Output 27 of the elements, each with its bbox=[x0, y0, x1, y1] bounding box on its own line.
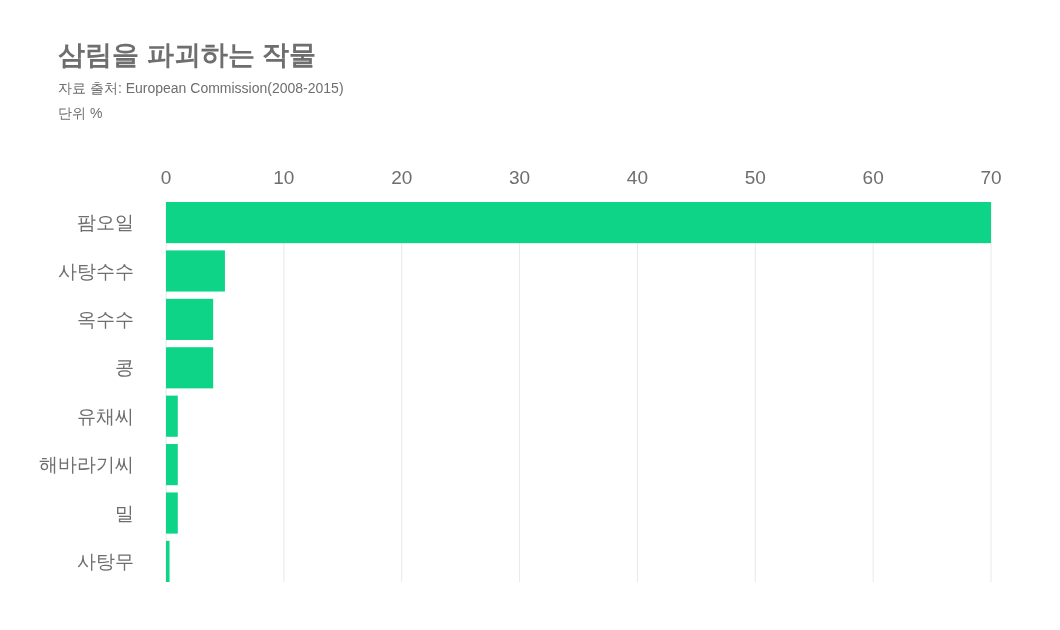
bar bbox=[166, 250, 225, 292]
bar bbox=[166, 444, 178, 486]
text: 단위 % bbox=[58, 105, 103, 121]
y-tick-label: 해바라기씨 bbox=[39, 454, 134, 476]
x-tick-label: 60 bbox=[862, 167, 884, 188]
y-tick-label: 팜오일 bbox=[77, 212, 134, 234]
y-tick-label: 사탕수수 bbox=[58, 260, 134, 282]
x-tick-label: 30 bbox=[509, 167, 531, 188]
x-tick-label: 70 bbox=[980, 167, 1002, 188]
x-tick-label: 10 bbox=[273, 167, 295, 188]
bar bbox=[166, 347, 214, 389]
y-tick-label: 밀 bbox=[115, 502, 134, 524]
chart-subtitle: 자료 출처: European Commission(2008-2015) bbox=[58, 80, 344, 96]
bar bbox=[166, 492, 178, 534]
x-tick-label: 20 bbox=[391, 167, 413, 188]
bar bbox=[166, 298, 214, 340]
bar bbox=[166, 395, 178, 437]
chart-title: 삼림을 파괴하는 작물 bbox=[58, 40, 317, 70]
bar bbox=[166, 202, 991, 244]
x-tick-label: 0 bbox=[160, 167, 172, 188]
y-tick-label: 옥수수 bbox=[77, 309, 134, 331]
y-tick-label: 유채씨 bbox=[77, 405, 134, 427]
y-tick-label: 콩 bbox=[115, 357, 134, 379]
x-tick-label: 40 bbox=[626, 167, 648, 188]
y-tick-label: 사탕무 bbox=[77, 551, 134, 573]
bar bbox=[166, 540, 170, 582]
x-tick-label: 50 bbox=[744, 167, 766, 188]
